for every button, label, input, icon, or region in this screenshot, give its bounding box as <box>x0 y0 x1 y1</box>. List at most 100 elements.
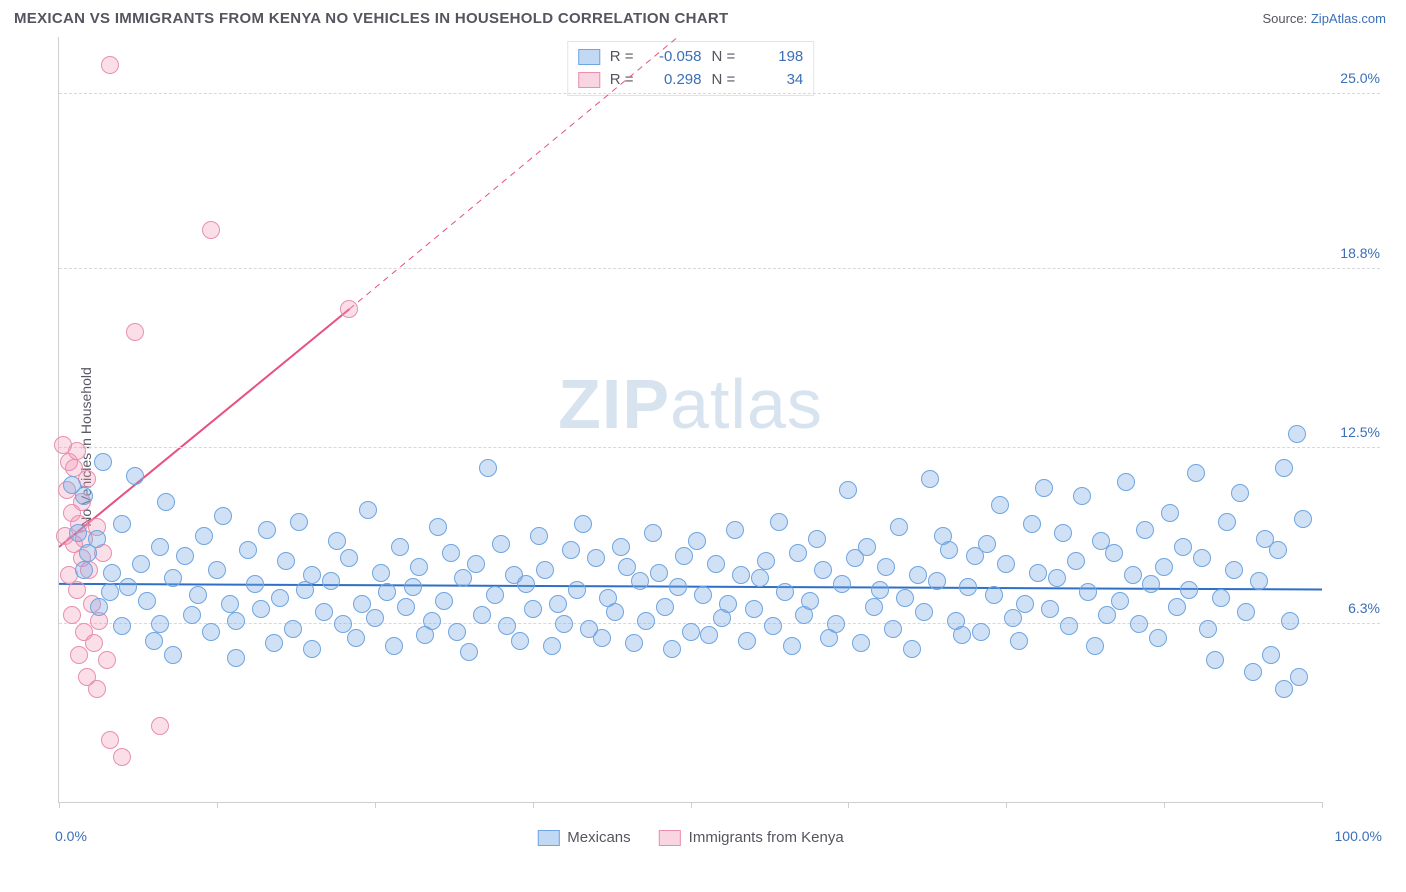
data-point <box>625 634 643 652</box>
data-point <box>991 496 1009 514</box>
data-point <box>631 572 649 590</box>
legend-label-kenya: Immigrants from Kenya <box>689 829 844 846</box>
data-point <box>707 555 725 573</box>
data-point <box>1130 615 1148 633</box>
data-point <box>75 487 93 505</box>
data-point <box>1275 459 1293 477</box>
n-label: N = <box>712 46 736 69</box>
data-point <box>366 609 384 627</box>
data-point <box>290 513 308 531</box>
data-point <box>435 592 453 610</box>
data-point <box>808 530 826 548</box>
data-point <box>303 640 321 658</box>
data-point <box>157 493 175 511</box>
legend-row-mexicans: R = -0.058 N = 198 <box>578 46 804 69</box>
data-point <box>63 606 81 624</box>
data-point <box>202 221 220 239</box>
data-point <box>284 620 302 638</box>
data-point <box>985 586 1003 604</box>
data-point <box>410 558 428 576</box>
data-point <box>467 555 485 573</box>
data-point <box>1290 668 1308 686</box>
ytick-label: 6.3% <box>1348 600 1380 616</box>
data-point <box>1168 598 1186 616</box>
ytick-label: 18.8% <box>1340 245 1380 261</box>
data-point <box>448 623 466 641</box>
data-point <box>606 603 624 621</box>
data-point <box>1275 680 1293 698</box>
data-point <box>151 615 169 633</box>
data-point <box>852 634 870 652</box>
data-point <box>694 586 712 604</box>
data-point <box>473 606 491 624</box>
data-point <box>1067 552 1085 570</box>
data-point <box>1187 464 1205 482</box>
data-point <box>221 595 239 613</box>
data-point <box>770 513 788 531</box>
data-point <box>1206 651 1224 669</box>
data-point <box>119 578 137 596</box>
data-point <box>486 586 504 604</box>
data-point <box>675 547 693 565</box>
data-point <box>1054 524 1072 542</box>
data-point <box>959 578 977 596</box>
swatch-blue <box>537 830 559 846</box>
data-point <box>340 549 358 567</box>
data-point <box>511 632 529 650</box>
data-point <box>132 555 150 573</box>
legend-label-mexicans: Mexicans <box>567 829 630 846</box>
data-point <box>682 623 700 641</box>
ytick-label: 12.5% <box>1340 424 1380 440</box>
n-value-mexicans: 198 <box>745 46 803 69</box>
data-point <box>858 538 876 556</box>
data-point <box>1029 564 1047 582</box>
data-point <box>726 521 744 539</box>
data-point <box>1281 612 1299 630</box>
xtick <box>1322 802 1323 808</box>
data-point <box>385 637 403 655</box>
data-point <box>68 581 86 599</box>
data-point <box>884 620 902 638</box>
data-point <box>1010 632 1028 650</box>
data-point <box>978 535 996 553</box>
data-point <box>1180 581 1198 599</box>
data-point <box>391 538 409 556</box>
data-point <box>454 569 472 587</box>
source-link[interactable]: ZipAtlas.com <box>1311 11 1386 26</box>
data-point <box>530 527 548 545</box>
r-value-kenya: 0.298 <box>644 69 702 92</box>
data-point <box>176 547 194 565</box>
data-point <box>195 527 213 545</box>
n-value-kenya: 34 <box>745 69 803 92</box>
n-label: N = <box>712 69 736 92</box>
data-point <box>68 442 86 460</box>
data-point <box>359 501 377 519</box>
data-point <box>688 532 706 550</box>
data-point <box>1262 646 1280 664</box>
data-point <box>587 549 605 567</box>
data-point <box>637 612 655 630</box>
data-point <box>460 643 478 661</box>
data-point <box>75 561 93 579</box>
data-point <box>442 544 460 562</box>
data-point <box>88 680 106 698</box>
legend-row-kenya: R = 0.298 N = 34 <box>578 69 804 92</box>
data-point <box>189 586 207 604</box>
data-point <box>650 564 668 582</box>
chart-title: MEXICAN VS IMMIGRANTS FROM KENYA NO VEHI… <box>14 10 728 27</box>
data-point <box>757 552 775 570</box>
data-point <box>1155 558 1173 576</box>
data-point <box>101 731 119 749</box>
data-point <box>1041 600 1059 618</box>
data-point <box>524 600 542 618</box>
data-point <box>1060 617 1078 635</box>
data-point <box>183 606 201 624</box>
data-point <box>764 617 782 635</box>
data-point <box>656 598 674 616</box>
data-point <box>397 598 415 616</box>
data-point <box>776 583 794 601</box>
data-point <box>492 535 510 553</box>
data-point <box>347 629 365 647</box>
r-value-mexicans: -0.058 <box>644 46 702 69</box>
data-point <box>896 589 914 607</box>
